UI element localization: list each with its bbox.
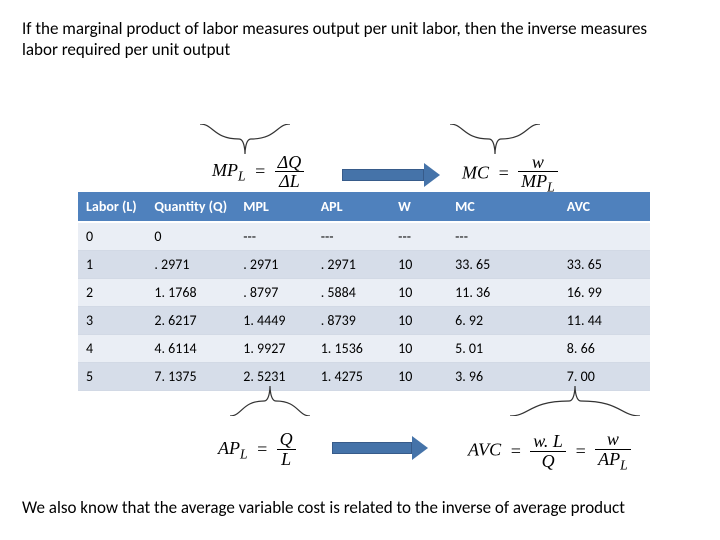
formula-avc: AVC = w. LQ = wAPL	[468, 430, 631, 473]
table-cell: 1. 1536	[313, 335, 390, 363]
table-cell: 5	[78, 363, 146, 391]
table-cell: ---	[235, 222, 312, 251]
table-cell: ---	[390, 222, 447, 251]
brace-top-left-icon	[200, 124, 290, 154]
table-cell: 3	[78, 307, 146, 335]
table-cell: 10	[390, 335, 447, 363]
formula-mc: MC = wMPL	[462, 153, 558, 196]
table-header-cell: AVC	[559, 192, 650, 222]
table-row: 32. 62171. 4449. 8739106. 9211. 44	[78, 307, 650, 335]
table-cell: 4. 6114	[146, 335, 235, 363]
table-cell: 16. 99	[559, 279, 650, 307]
table-cell: . 2971	[235, 251, 312, 279]
table-cell: 1. 1768	[146, 279, 235, 307]
table-cell: . 2971	[313, 251, 390, 279]
table-cell: 7. 1375	[146, 363, 235, 391]
table-cell: . 5884	[313, 279, 390, 307]
table-cell: 1	[78, 251, 146, 279]
brace-top-right-icon	[450, 124, 540, 154]
table-header-row: Labor (L)Quantity (Q)MPLAPLWMCAVC	[78, 192, 650, 222]
table-header-cell: MPL	[235, 192, 312, 222]
table-cell: 1. 9927	[235, 335, 312, 363]
formula-mpl: MPL = ΔQΔL	[212, 153, 304, 192]
table-cell: 6. 92	[447, 307, 559, 335]
table-header-cell: APL	[313, 192, 390, 222]
intro-text: If the marginal product of labor measure…	[22, 18, 672, 61]
table-cell: ---	[447, 222, 559, 251]
table-cell: 8. 66	[559, 335, 650, 363]
arrow-right-icon	[342, 163, 440, 187]
table-cell: 0	[146, 222, 235, 251]
table-cell: . 2971	[146, 251, 235, 279]
table-cell: 2	[78, 279, 146, 307]
table-cell: 33. 65	[447, 251, 559, 279]
table-cell: 2. 6217	[146, 307, 235, 335]
data-table: Labor (L)Quantity (Q)MPLAPLWMCAVC 00----…	[78, 192, 650, 391]
table-cell: 0	[78, 222, 146, 251]
table-cell: 10	[390, 251, 447, 279]
brace-bottom-right-icon	[510, 386, 640, 416]
table-cell	[559, 222, 650, 251]
table-cell: ---	[313, 222, 390, 251]
data-table-container: Labor (L)Quantity (Q)MPLAPLWMCAVC 00----…	[78, 192, 650, 391]
table-header-cell: W	[390, 192, 447, 222]
table-header-cell: Labor (L)	[78, 192, 146, 222]
table-cell: 1. 4275	[313, 363, 390, 391]
table-body: 00------------1. 2971. 2971. 29711033. 6…	[78, 222, 650, 391]
table-cell: 11. 36	[447, 279, 559, 307]
table-cell: 10	[390, 307, 447, 335]
table-header-cell: Quantity (Q)	[146, 192, 235, 222]
table-cell: 11. 44	[559, 307, 650, 335]
table-cell: 10	[390, 363, 447, 391]
table-cell: . 8797	[235, 279, 312, 307]
outro-text: We also know that the average variable c…	[22, 497, 625, 518]
brace-bottom-left-icon	[230, 386, 310, 416]
table-cell: 1. 4449	[235, 307, 312, 335]
formula-row-top: MPL = ΔQΔL MC = wMPL	[22, 75, 698, 135]
table-row: 21. 1768. 8797. 58841011. 3616. 99	[78, 279, 650, 307]
formula-apl: APL = QL	[218, 430, 296, 469]
table-cell: . 8739	[313, 307, 390, 335]
table-cell: 33. 65	[559, 251, 650, 279]
table-row: 1. 2971. 2971. 29711033. 6533. 65	[78, 251, 650, 279]
table-cell: 4	[78, 335, 146, 363]
table-cell: 10	[390, 279, 447, 307]
table-cell: 5. 01	[447, 335, 559, 363]
table-row: 00------------	[78, 222, 650, 251]
arrow-right-icon	[332, 436, 428, 460]
table-row: 44. 61141. 99271. 1536105. 018. 66	[78, 335, 650, 363]
table-header-cell: MC	[447, 192, 559, 222]
